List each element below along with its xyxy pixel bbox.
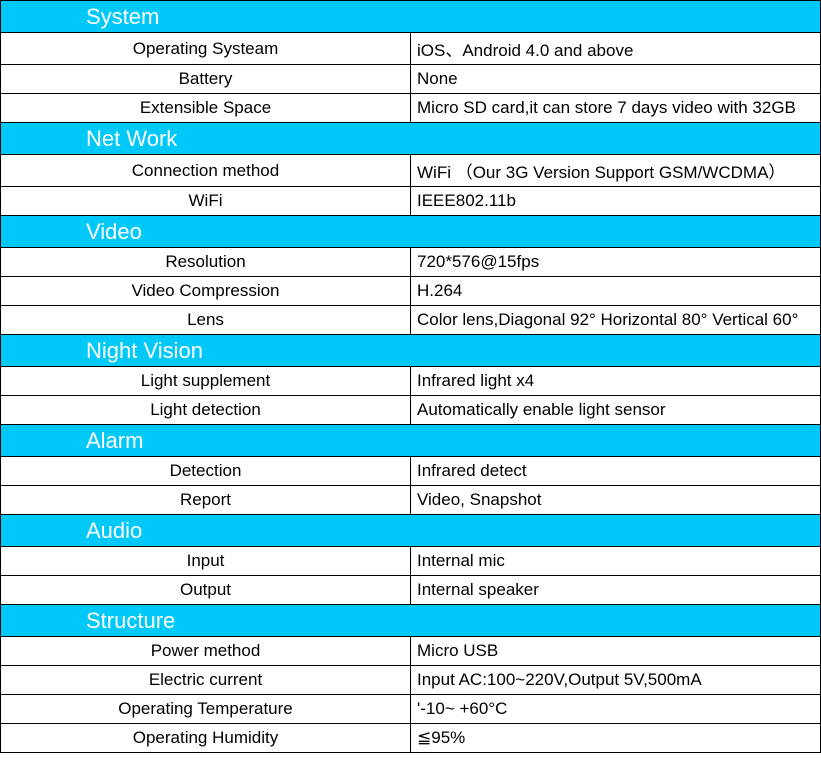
table-row: InputInternal mic (1, 547, 821, 576)
spec-value: Infrared detect (411, 457, 821, 486)
spec-value: '-10~ +60°C (411, 695, 821, 724)
section-title: Structure (1, 608, 820, 634)
spec-label: Light detection (1, 396, 411, 425)
table-row: DetectionInfrared detect (1, 457, 821, 486)
table-row: Resolution720*576@15fps (1, 248, 821, 277)
table-row: WiFiIEEE802.11b (1, 187, 821, 216)
spec-value: Input AC:100~220V,Output 5V,500mA (411, 666, 821, 695)
spec-value: Internal speaker (411, 576, 821, 605)
spec-table: System Operating SysteamiOS、Android 4.0 a… (0, 0, 821, 753)
table-row: Extensible SpaceMicro SD card,it can sto… (1, 94, 821, 123)
section-header-cell: Audio (1, 515, 821, 547)
section-title: System (1, 4, 820, 30)
section-header-row: Audio (1, 515, 821, 547)
spec-label: Video Compression (1, 277, 411, 306)
table-row: BatteryNone (1, 65, 821, 94)
spec-label: Output (1, 576, 411, 605)
spec-value: Video, Snapshot (411, 486, 821, 515)
table-row: Operating SysteamiOS、Android 4.0 and abo… (1, 33, 821, 65)
section-header-row: Video (1, 216, 821, 248)
spec-label: Operating Temperature (1, 695, 411, 724)
spec-label: Report (1, 486, 411, 515)
table-row: LensColor lens,Diagonal 92° Horizontal 8… (1, 306, 821, 335)
section-header-cell: Structure (1, 605, 821, 637)
section-title: Audio (1, 518, 820, 544)
spec-label: Battery (1, 65, 411, 94)
spec-label: Lens (1, 306, 411, 335)
table-row: Operating Humidity≦95% (1, 724, 821, 753)
table-row: Connection methodWiFi （Our 3G Version Su… (1, 155, 821, 187)
section-header-cell: Alarm (1, 425, 821, 457)
spec-label: Extensible Space (1, 94, 411, 123)
section-header-row: Night Vision (1, 335, 821, 367)
spec-value: iOS、Android 4.0 and above (411, 33, 821, 65)
spec-label: Connection method (1, 155, 411, 187)
spec-value: ≦95% (411, 724, 821, 753)
section-header-cell: Net Work (1, 123, 821, 155)
section-header-row: Structure (1, 605, 821, 637)
spec-value: Automatically enable light sensor (411, 396, 821, 425)
section-header-row: System (1, 1, 821, 33)
spec-value: Micro USB (411, 637, 821, 666)
spec-value: IEEE802.11b (411, 187, 821, 216)
spec-value: Micro SD card,it can store 7 days video … (411, 94, 821, 123)
spec-label: Detection (1, 457, 411, 486)
section-title: Video (1, 219, 820, 245)
spec-label: Electric current (1, 666, 411, 695)
spec-value: None (411, 65, 821, 94)
table-row: Video CompressionH.264 (1, 277, 821, 306)
spec-label: Operating Humidity (1, 724, 411, 753)
spec-label: Resolution (1, 248, 411, 277)
spec-value: H.264 (411, 277, 821, 306)
spec-value: 720*576@15fps (411, 248, 821, 277)
table-row: Light supplementInfrared light x4 (1, 367, 821, 396)
spec-label: Operating Systeam (1, 33, 411, 65)
spec-value: Infrared light x4 (411, 367, 821, 396)
section-title: Net Work (1, 126, 820, 152)
section-header-row: Alarm (1, 425, 821, 457)
section-header-row: Net Work (1, 123, 821, 155)
spec-label: Input (1, 547, 411, 576)
section-title: Night Vision (1, 338, 820, 364)
spec-label: Power method (1, 637, 411, 666)
spec-value: Internal mic (411, 547, 821, 576)
spec-value: WiFi （Our 3G Version Support GSM/WCDMA） (411, 155, 821, 187)
section-header-cell: Night Vision (1, 335, 821, 367)
table-row: Operating Temperature'-10~ +60°C (1, 695, 821, 724)
spec-label: WiFi (1, 187, 411, 216)
table-row: ReportVideo, Snapshot (1, 486, 821, 515)
section-header-cell: Video (1, 216, 821, 248)
section-title: Alarm (1, 428, 820, 454)
table-row: OutputInternal speaker (1, 576, 821, 605)
spec-label: Light supplement (1, 367, 411, 396)
spec-value: Color lens,Diagonal 92° Horizontal 80° V… (411, 306, 821, 335)
table-row: Light detectionAutomatically enable ligh… (1, 396, 821, 425)
section-header-cell: System (1, 1, 821, 33)
table-row: Power methodMicro USB (1, 637, 821, 666)
table-row: Electric currentInput AC:100~220V,Output… (1, 666, 821, 695)
